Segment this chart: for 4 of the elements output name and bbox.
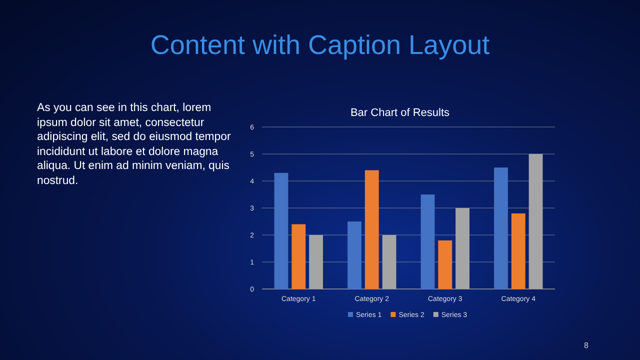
text: As you can see in this chart, lorem ipsum dolor sit amet, consectetur adipiscing elit, sed do eiusmod tempor incididunt ut labore et dolore magna aliqua. Ut enim ad minim veniam, quis nostrud.	[37, 101, 232, 189]
text: Content with Caption Layout	[149, 30, 491, 61]
chart-title: Bar Chart of Results	[350, 107, 450, 119]
text: 8	[584, 341, 588, 350]
